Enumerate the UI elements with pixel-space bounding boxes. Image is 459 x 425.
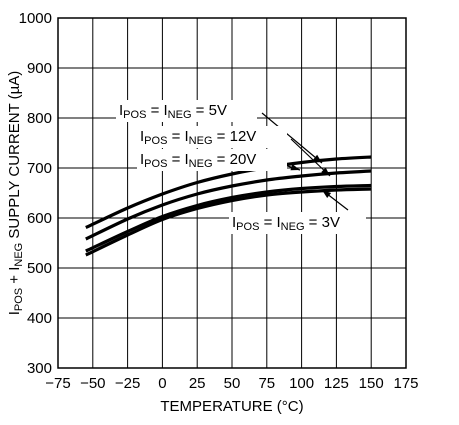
subscript: NEG — [13, 243, 25, 267]
text-part: = 20V — [213, 151, 257, 168]
leader-12v-head — [321, 167, 330, 176]
subscript: NEG — [168, 109, 192, 121]
annotation-20v: IPOS = INEG = 20V — [140, 151, 256, 170]
x-axis-title: TEMPERATURE (°C) — [160, 398, 303, 415]
text-part: = 5V — [192, 102, 227, 119]
x-tick-label: −50 — [80, 375, 105, 392]
x-tick-label: 75 — [258, 375, 275, 392]
subscript: NEG — [281, 221, 305, 233]
x-tick-label: −75 — [45, 375, 70, 392]
text-part: = 3V — [305, 214, 340, 231]
y-tick-labels: 300 400 500 600 700 800 900 1000 — [19, 10, 52, 377]
x-tick-label: −25 — [115, 375, 140, 392]
text-part: = 12V — [213, 128, 257, 145]
text-part: = I — [167, 128, 188, 145]
subscript: NEG — [189, 158, 213, 170]
series-line-3v — [85, 187, 372, 257]
leader-5v — [261, 112, 323, 164]
subscript: POS — [236, 221, 259, 233]
subscript: POS — [144, 158, 167, 170]
series-line-20v — [85, 183, 372, 253]
subscript: POS — [144, 135, 167, 147]
text-part: SUPPLY CURRENT (µA) — [6, 71, 23, 243]
x-tick-label: 125 — [324, 375, 349, 392]
y-tick-label: 500 — [27, 260, 52, 277]
y-tick-label: 400 — [27, 310, 52, 327]
x-tick-label: 100 — [289, 375, 314, 392]
y-tick-label: 1000 — [19, 10, 52, 27]
text-part: I — [6, 311, 23, 315]
annotation-12v: IPOS = INEG = 12V — [140, 128, 256, 147]
text-part: I — [232, 214, 236, 231]
grid — [58, 18, 406, 368]
y-tick-label: 900 — [27, 60, 52, 77]
leader-20v-head — [290, 164, 300, 171]
x-tick-label: 50 — [224, 375, 241, 392]
annotation-background — [116, 100, 257, 122]
subscript: NEG — [189, 135, 213, 147]
series-line-5v — [85, 155, 372, 229]
text-part: + I — [6, 267, 23, 288]
leader-3v-head — [322, 190, 332, 199]
text-part: I — [119, 102, 123, 119]
series-lines — [85, 155, 372, 257]
plot-frame — [57, 17, 407, 369]
annotation-background — [137, 126, 287, 148]
x-tick-label: 150 — [359, 375, 384, 392]
y-tick-label: 800 — [27, 110, 52, 127]
y-tick-label: 300 — [27, 360, 52, 377]
subscript: POS — [13, 288, 25, 311]
y-tick-label: 600 — [27, 210, 52, 227]
y-axis-title: IPOS + INEG SUPPLY CURRENT (µA) — [6, 71, 25, 316]
annotation-5v: IPOS = INEG = 5V — [119, 102, 227, 121]
text-part: = I — [167, 151, 188, 168]
x-tick-label: 25 — [189, 375, 206, 392]
text-part: = I — [146, 102, 167, 119]
text-part: = I — [259, 214, 280, 231]
x-tick-label: 175 — [393, 375, 418, 392]
leader-5v-head — [313, 154, 322, 163]
x-tick-label: 0 — [158, 375, 166, 392]
x-tick-labels: −75 −50 −25 0 25 50 75 100 125 150 175 — [45, 375, 418, 392]
annotation-background — [229, 212, 366, 234]
text-part: I — [140, 151, 144, 168]
annotation-3v: IPOS = INEG = 3V — [232, 214, 340, 233]
y-tick-label: 700 — [27, 160, 52, 177]
subscript: POS — [123, 109, 146, 121]
text-part: I — [140, 128, 144, 145]
annotation-background — [137, 149, 287, 171]
